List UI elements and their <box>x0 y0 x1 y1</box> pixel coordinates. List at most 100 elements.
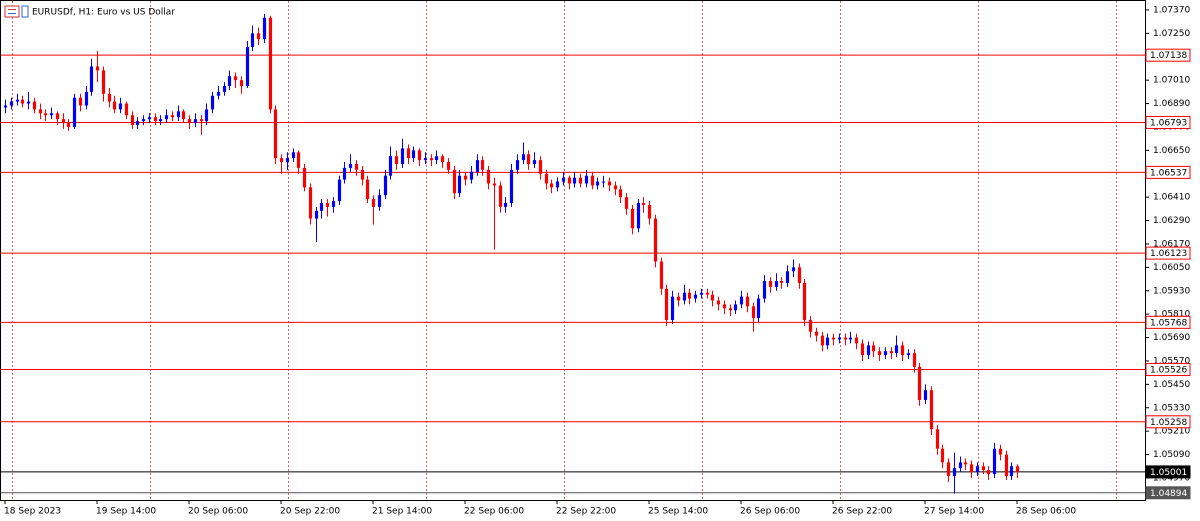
candle-body <box>762 281 767 299</box>
candle-body <box>820 335 825 346</box>
candle-body <box>158 119 163 122</box>
candle-body <box>549 183 554 188</box>
candle-body <box>871 345 876 352</box>
candle-body <box>699 292 704 295</box>
candle-body <box>331 201 336 207</box>
candle-body <box>768 281 773 287</box>
y-tick-label: 1.05090 <box>1153 450 1190 460</box>
level-label-box <box>1145 486 1191 500</box>
candle-body <box>613 185 618 190</box>
y-tick-label: 1.05690 <box>1153 333 1190 343</box>
y-tick-label: 1.06290 <box>1153 216 1190 226</box>
level-label: 1.05258 <box>1150 418 1187 428</box>
candle-body <box>526 154 531 165</box>
y-tick-label: 1.05570 <box>1153 356 1190 366</box>
candle-body <box>141 119 146 122</box>
candle-body <box>49 113 54 116</box>
candle-body <box>26 101 31 104</box>
candle-body <box>831 337 836 340</box>
candle-body <box>296 152 301 168</box>
candle-body <box>544 173 549 184</box>
candle-body <box>705 292 710 295</box>
y-tick-label: 1.07370 <box>1153 5 1190 15</box>
candle-body <box>630 208 635 229</box>
candle-body <box>233 76 238 81</box>
x-tick-label: 19 Sep 14:00 <box>96 507 156 517</box>
x-tick-label: 26 Sep 06:00 <box>740 507 800 517</box>
candle-body <box>107 93 112 102</box>
candle-body <box>193 119 198 124</box>
candle-body <box>837 337 842 340</box>
candle-body <box>561 177 566 182</box>
candle-body <box>854 337 859 344</box>
level-label: 1.04894 <box>1150 489 1187 499</box>
candle-body <box>682 292 687 301</box>
candle-body <box>66 123 71 127</box>
candle-body <box>279 158 284 163</box>
candle-body <box>463 175 468 180</box>
candle-body <box>492 183 497 186</box>
candle-body <box>653 218 658 262</box>
candle-body <box>687 292 692 299</box>
candle-body <box>572 177 577 184</box>
candle-body <box>774 281 779 287</box>
symbol-icon <box>4 5 29 18</box>
candle-body <box>480 160 485 170</box>
candle-body <box>153 117 158 122</box>
candle-body <box>302 167 307 188</box>
candle-body <box>756 298 761 319</box>
x-tick-label: 22 Sep 22:00 <box>556 507 616 517</box>
candle-body <box>89 66 94 92</box>
candle-body <box>452 169 457 194</box>
candle-body <box>204 109 209 122</box>
level-label: 1.05001 <box>1150 468 1187 478</box>
candle-body <box>1004 454 1009 477</box>
candle-body <box>314 210 319 219</box>
candle-body <box>641 203 646 205</box>
candle-body <box>365 179 370 200</box>
x-tick-label: 25 Sep 14:00 <box>648 507 708 517</box>
candle-body <box>348 164 353 168</box>
candle-body <box>693 294 698 299</box>
candle-body <box>969 464 974 473</box>
x-tick-label: 20 Sep 06:00 <box>188 507 248 517</box>
candle-body <box>791 267 796 272</box>
candle-body <box>745 296 750 307</box>
candle-body <box>38 109 43 114</box>
level-label-box <box>1145 415 1191 429</box>
level-label-box <box>1145 115 1191 129</box>
level-label-box <box>1145 315 1191 329</box>
candle-body <box>112 101 117 110</box>
level-label-box <box>1145 165 1191 179</box>
candle-body <box>860 343 865 356</box>
level-label-box <box>1145 48 1191 62</box>
candle-body <box>664 288 669 321</box>
candle-body <box>578 177 583 184</box>
candle-body <box>124 103 129 116</box>
y-tick-label: 1.04970 <box>1153 473 1190 483</box>
candle-body <box>843 337 848 340</box>
candle-body <box>371 199 376 207</box>
candle-body <box>394 156 399 165</box>
vertical-grid <box>12 1 1117 500</box>
candle-body <box>940 448 945 463</box>
candle-body <box>475 160 480 172</box>
candle-body <box>952 468 957 477</box>
candle-body <box>538 160 543 174</box>
level-label: 1.06537 <box>1150 168 1187 178</box>
candle-body <box>555 181 560 188</box>
candle-body <box>308 187 313 219</box>
candle-body <box>164 115 169 120</box>
candle-body <box>624 197 629 209</box>
candle-body <box>285 158 290 163</box>
candle-body <box>590 175 595 186</box>
y-tick-label: 1.05810 <box>1153 310 1190 320</box>
candle-body <box>135 121 140 125</box>
candle-body <box>15 99 20 102</box>
candle-body <box>636 203 641 229</box>
candle-body <box>227 76 232 86</box>
candle-body <box>170 115 175 118</box>
y-tick-label: 1.05930 <box>1153 286 1190 296</box>
candle-body <box>814 331 819 336</box>
